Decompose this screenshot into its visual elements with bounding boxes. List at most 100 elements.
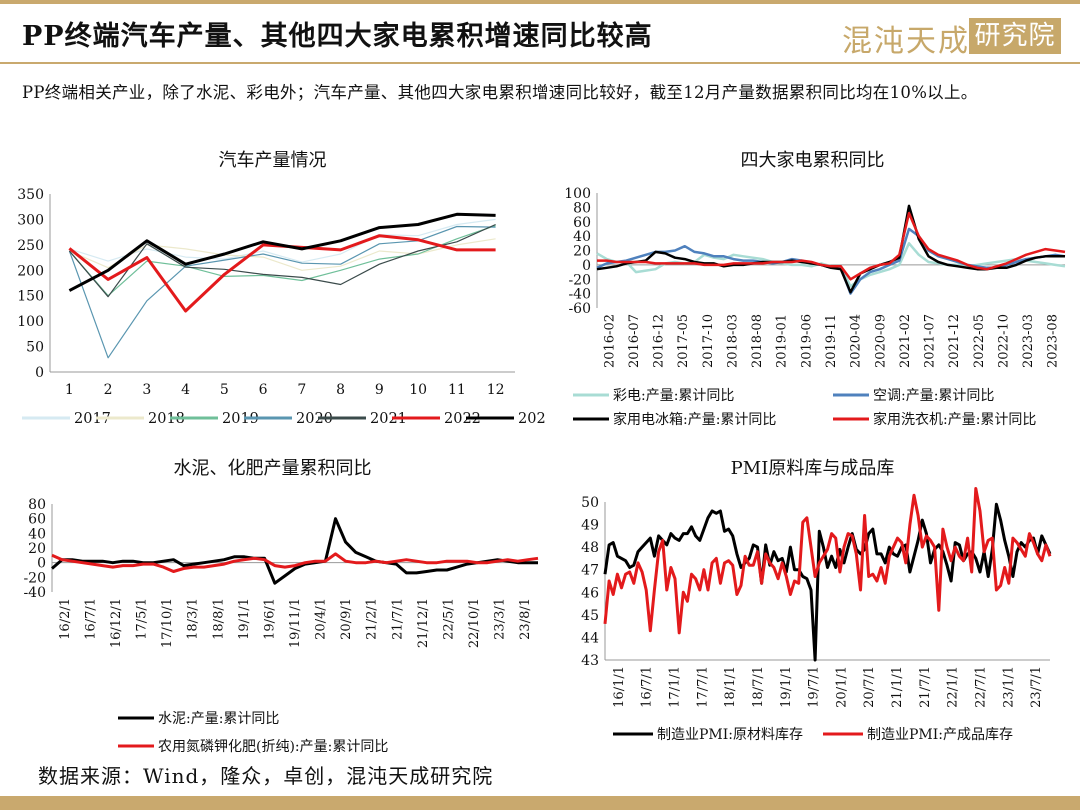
x-tick-label: 18/8/1 <box>211 598 226 640</box>
y-tick-label: 44 <box>581 630 599 646</box>
y-tick-label: 350 <box>17 187 44 203</box>
x-tick-label: 19/1/1 <box>779 666 794 708</box>
brand-logo: 混沌天成 研究院 <box>842 16 1062 59</box>
x-tick-label: 19/11/1 <box>288 598 303 648</box>
series-line-1 <box>51 517 538 585</box>
series-line-2 <box>69 238 496 271</box>
y-tick-label: 80 <box>28 497 46 513</box>
series-line-3 <box>596 204 1065 294</box>
x-tick-label: 8 <box>336 382 345 398</box>
x-tick-label: 20/1/1 <box>834 666 849 708</box>
series-line-5 <box>68 223 496 298</box>
x-tick-label: 17/1/1 <box>668 666 683 708</box>
x-tick-label: 18/1/1 <box>723 666 738 708</box>
x-tick-label: 18/3/1 <box>186 598 201 640</box>
legend-label: 2017 <box>74 411 111 427</box>
brand-name: 混沌天成 <box>842 24 970 59</box>
series-line-1 <box>69 218 496 263</box>
y-tick-label: -60 <box>568 301 591 317</box>
data-source: 数据来源：Wind，隆众，卓创，混沌天成研究院 <box>38 764 494 788</box>
chart-title: 水泥、化肥产量累积同比 <box>174 458 372 479</box>
y-tick-label: 40 <box>573 229 591 245</box>
x-tick-label: 18/7/1 <box>751 666 766 708</box>
bottom-accent-bar <box>0 796 1080 810</box>
legend-label: 2022 <box>444 411 481 427</box>
x-tick-label: 23/8/1 <box>518 598 533 640</box>
x-axis: 16/2/1 16/7/1 16/12/1 17/5/1 17/10/1 18/3/1 18… <box>58 598 533 648</box>
x-tick-label: 22/1/1 <box>946 666 961 708</box>
series-line-7 <box>68 212 496 292</box>
y-tick-label: 46 <box>581 585 599 601</box>
x-tick-label: 20/7/1 <box>862 666 877 708</box>
x-tick-label: 2016-02 <box>602 314 617 368</box>
pmi-inventory-chart: PMI原料库与成品库 43 44 45 46 47 48 49 50 16/1/1 16/7/1 17… <box>581 458 1052 743</box>
legend-label: 2023 <box>518 411 545 427</box>
y-tick-label: 300 <box>17 212 44 228</box>
x-tick-label: 2016-07 <box>627 314 642 368</box>
y-tick-label: 150 <box>17 289 44 305</box>
y-tick-label: 100 <box>564 186 591 202</box>
legend-label: 彩电:产量:累计同比 <box>613 388 734 404</box>
brand-tag: 研究院 <box>969 18 1061 54</box>
x-tick-label: 17/5/1 <box>135 598 150 640</box>
x-tick-label: 2017-10 <box>701 314 716 368</box>
chart-title: 汽车产量情况 <box>219 150 327 171</box>
y-axis: 0 50 100 150 200 250 300 350 <box>17 187 51 381</box>
x-tick-label: 16/12/1 <box>109 598 124 648</box>
y-tick-label: 60 <box>28 512 46 528</box>
legend-label: 制造业PMI:原材料库存 <box>657 727 803 743</box>
series-line-2 <box>603 487 1052 635</box>
header-rule <box>0 62 1080 64</box>
legend: 2017 2018 2019 2020 2021 2022 2023 <box>22 411 545 427</box>
x-tick-label: 23/3/1 <box>493 598 508 640</box>
x-tick-label: 21/1/1 <box>890 666 905 708</box>
page-title: PP终端汽车产量、其他四大家电累积增速同比较高 <box>22 21 653 52</box>
y-tick-label: 20 <box>28 541 46 557</box>
x-tick-label: 16/7/1 <box>640 666 655 708</box>
legend: 制造业PMI:原材料库存 制造业PMI:产成品库存 <box>613 727 1013 743</box>
y-tick-label: 80 <box>573 200 591 216</box>
y-tick-label: -20 <box>568 272 591 288</box>
legend-label: 2019 <box>222 411 259 427</box>
x-tick-label: 2023-03 <box>1021 314 1036 368</box>
x-tick-label: 2021-02 <box>898 314 913 368</box>
legend-label: 农用氮磷钾化肥(折纯):产量:累计同比 <box>158 739 388 755</box>
x-tick-label: 19/7/1 <box>807 666 822 708</box>
x-tick-label: 2022-05 <box>972 314 987 368</box>
series-line-2 <box>51 552 539 573</box>
x-tick-label: 2019-11 <box>824 314 839 368</box>
series-line-4 <box>68 225 496 359</box>
y-tick-label: 50 <box>26 340 44 356</box>
x-tick-label: 19/6/1 <box>262 598 277 640</box>
y-tick-label: -40 <box>23 585 46 601</box>
legend-label: 2021 <box>370 411 407 427</box>
y-tick-label: 49 <box>581 518 599 534</box>
x-tick-label: 2021-07 <box>923 314 938 368</box>
x-tick-label: 9 <box>375 382 384 398</box>
x-tick-label: 22/7/1 <box>973 666 988 708</box>
x-tick-label: 2016-12 <box>652 314 667 368</box>
x-tick-label: 7 <box>297 382 306 398</box>
header: PP终端汽车产量、其他四大家电累积增速同比较高 混沌天成 研究院 <box>0 4 1080 62</box>
x-tick-label: 23/7/1 <box>1029 666 1044 708</box>
x-tick-label: 2017-05 <box>676 314 691 368</box>
x-tick-label: 22/5/1 <box>441 598 456 640</box>
x-axis: 1 2 3 4 5 6 7 8 9 10 11 12 <box>65 382 505 398</box>
x-tick-label: 2018-03 <box>725 314 740 368</box>
x-tick-label: 2020-09 <box>873 314 888 368</box>
y-tick-label: 0 <box>37 556 46 572</box>
x-tick-label: 21/12/1 <box>416 598 431 648</box>
x-tick-label: 2019-01 <box>775 314 790 368</box>
x-tick-label: 16/2/1 <box>58 598 73 640</box>
x-tick-label: 17/7/1 <box>695 666 710 708</box>
x-tick-label: 16/7/1 <box>83 598 98 640</box>
x-tick-label: 4 <box>181 382 190 398</box>
y-tick-label: 200 <box>17 263 44 279</box>
